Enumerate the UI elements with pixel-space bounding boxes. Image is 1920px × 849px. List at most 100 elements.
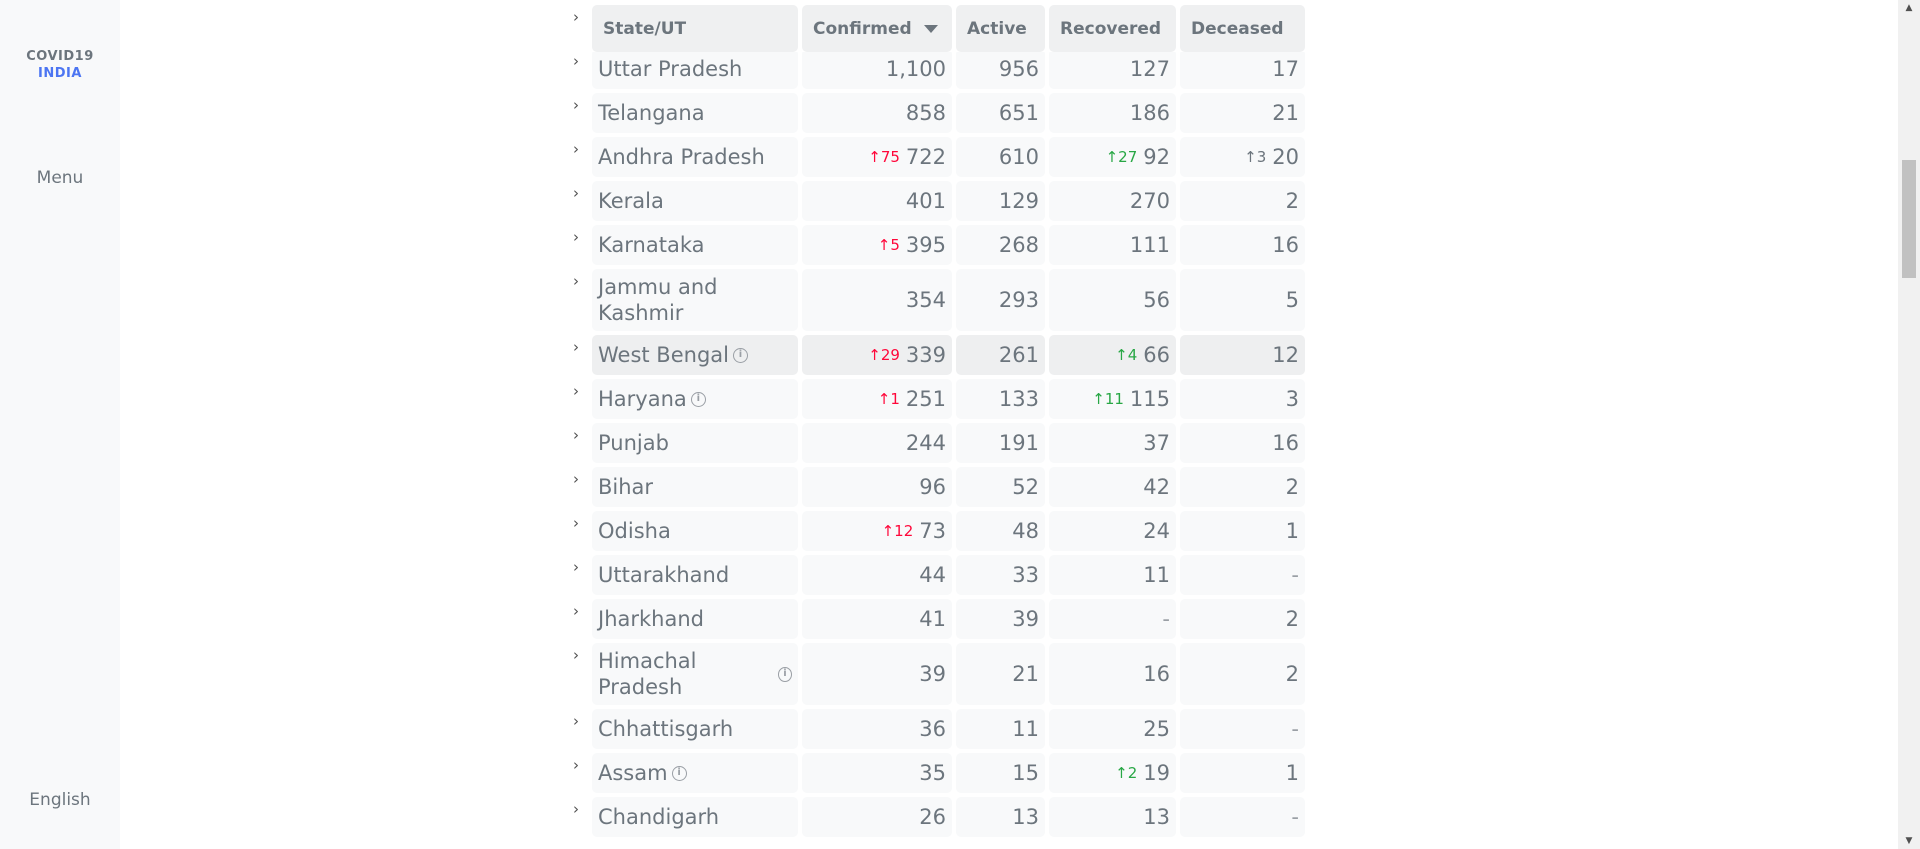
table-row[interactable]: › Chhattisgarh 36 11 25 - [560,709,1309,749]
deceased-cell: 16 [1180,225,1305,265]
recovered-cell: ↑27 92 [1049,137,1176,177]
active-cell: 39 [956,599,1045,639]
state-name-cell[interactable]: Uttarakhand [592,555,798,595]
deceased-cell-value: 16 [1272,431,1299,455]
confirmed-cell-delta: ↑1 [877,390,900,408]
active-cell-value: 48 [1012,519,1039,543]
table-row[interactable]: › Uttar Pradesh 1,100 956 127 17 [560,49,1309,89]
scrollbar-thumb[interactable] [1902,160,1916,278]
expand-row-chevron-icon[interactable]: › [573,470,579,488]
deceased-cell: - [1180,709,1305,749]
table-header-row: › State/UT Confirmed Active Recovered De… [560,5,1309,52]
expand-row-chevron-icon[interactable]: › [573,602,579,620]
table-row[interactable]: › Bihar 96 52 42 2 [560,467,1309,507]
state-name-cell[interactable]: Odisha [592,511,798,551]
table-row[interactable]: › West Bengal i ↑29 339 261 ↑4 66 12 [560,335,1309,375]
state-name-cell[interactable]: West Bengal i [592,335,798,375]
header-deceased[interactable]: Deceased [1180,5,1305,52]
expand-row-chevron-icon[interactable]: › [573,140,579,158]
confirmed-cell-delta: ↑75 [868,148,900,166]
state-name-cell[interactable]: Andhra Pradesh [592,137,798,177]
logo-line-2: INDIA [38,66,82,81]
scroll-up-arrow-icon[interactable]: ▲ [1905,3,1913,13]
table-row[interactable]: › Uttarakhand 44 33 11 - [560,555,1309,595]
table-row[interactable]: › Chandigarh 26 13 13 - [560,797,1309,837]
state-name: Kerala [598,189,664,213]
active-cell: 33 [956,555,1045,595]
info-icon: i [732,347,748,363]
confirmed-cell-value: 401 [905,189,946,213]
active-cell: 956 [956,49,1045,89]
header-active[interactable]: Active [956,5,1045,52]
recovered-cell-value: 13 [1143,805,1170,829]
table-row[interactable]: › Punjab 244 191 37 16 [560,423,1309,463]
expand-row-chevron-icon[interactable]: › [573,514,579,532]
header-confirmed[interactable]: Confirmed [802,5,952,52]
state-name-cell[interactable]: Telangana [592,93,798,133]
table-row[interactable]: › Jammu and Kashmir 354 293 56 5 [560,269,1309,331]
confirmed-cell: 36 [802,709,952,749]
expand-row-chevron-icon[interactable]: › [573,712,579,730]
language-selector[interactable]: English [29,790,91,810]
expand-row-chevron-icon[interactable]: › [573,338,579,356]
confirmed-cell: 96 [802,467,952,507]
recovered-cell: - [1049,599,1176,639]
active-cell-value: 651 [998,101,1039,125]
state-name-cell[interactable]: Jharkhand [592,599,798,639]
confirmed-cell-value: 96 [919,475,946,499]
expand-row-chevron-icon[interactable]: › [573,272,579,290]
expand-row-chevron-icon[interactable]: › [573,800,579,818]
expand-row-chevron-icon[interactable]: › [573,558,579,576]
table-row[interactable]: › Odisha ↑12 73 48 24 1 [560,511,1309,551]
state-name-cell[interactable]: Jammu and Kashmir [592,269,798,331]
state-name-cell[interactable]: Himachal Pradesh i [592,643,798,705]
menu-button[interactable]: Menu [36,168,84,188]
deceased-cell: ↑3 20 [1180,137,1305,177]
expand-row-chevron-icon[interactable]: › [573,52,579,70]
state-name: Odisha [598,519,671,543]
recovered-cell-value: 115 [1129,387,1170,411]
table-row[interactable]: › Haryana i ↑1 251 133 ↑11 115 3 [560,379,1309,419]
table-row[interactable]: › Karnataka ↑5 395 268 111 16 [560,225,1309,265]
state-name-cell[interactable]: Assam i [592,753,798,793]
state-name-cell[interactable]: Uttar Pradesh [592,49,798,89]
table-row[interactable]: › Assam i 35 15 ↑2 19 1 [560,753,1309,793]
confirmed-cell: 354 [802,269,952,331]
state-name-cell[interactable]: Punjab [592,423,798,463]
recovered-cell: ↑2 19 [1049,753,1176,793]
table-row[interactable]: › Himachal Pradesh i 39 21 16 2 [560,643,1309,705]
active-cell-value: 11 [1012,717,1039,741]
vertical-scrollbar[interactable]: ▲ ▼ [1898,0,1920,849]
recovered-cell-value: 25 [1143,717,1170,741]
recovered-cell-value: 92 [1143,145,1170,169]
deceased-cell-value: 21 [1272,101,1299,125]
state-name: Haryana [598,387,687,411]
confirmed-cell-value: 722 [905,145,946,169]
header-confirmed-label: Confirmed [813,18,912,39]
expand-row-chevron-icon[interactable]: › [573,184,579,202]
state-name-cell[interactable]: Karnataka [592,225,798,265]
expand-row-chevron-icon[interactable]: › [573,426,579,444]
header-recovered[interactable]: Recovered [1049,5,1176,52]
state-name-cell[interactable]: Bihar [592,467,798,507]
confirmed-cell: 26 [802,797,952,837]
expand-row-chevron-icon[interactable]: › [573,646,579,664]
table-row[interactable]: › Andhra Pradesh ↑75 722 610 ↑27 92 ↑3 20 [560,137,1309,177]
expand-all-chevron-icon[interactable]: › [573,8,579,26]
expand-row-chevron-icon[interactable]: › [573,382,579,400]
state-name-cell[interactable]: Kerala [592,181,798,221]
state-name-cell[interactable]: Chhattisgarh [592,709,798,749]
confirmed-cell: ↑1 251 [802,379,952,419]
recovered-cell-value: 56 [1143,288,1170,312]
header-state[interactable]: State/UT [592,5,798,52]
expand-row-chevron-icon[interactable]: › [573,228,579,246]
scroll-down-arrow-icon[interactable]: ▼ [1905,836,1913,846]
expand-row-chevron-icon[interactable]: › [573,96,579,114]
site-logo[interactable]: COVID19 INDIA [0,48,120,82]
table-row[interactable]: › Jharkhand 41 39 - 2 [560,599,1309,639]
state-name-cell[interactable]: Haryana i [592,379,798,419]
state-name-cell[interactable]: Chandigarh [592,797,798,837]
expand-row-chevron-icon[interactable]: › [573,756,579,774]
table-row[interactable]: › Kerala 401 129 270 2 [560,181,1309,221]
table-row[interactable]: › Telangana 858 651 186 21 [560,93,1309,133]
